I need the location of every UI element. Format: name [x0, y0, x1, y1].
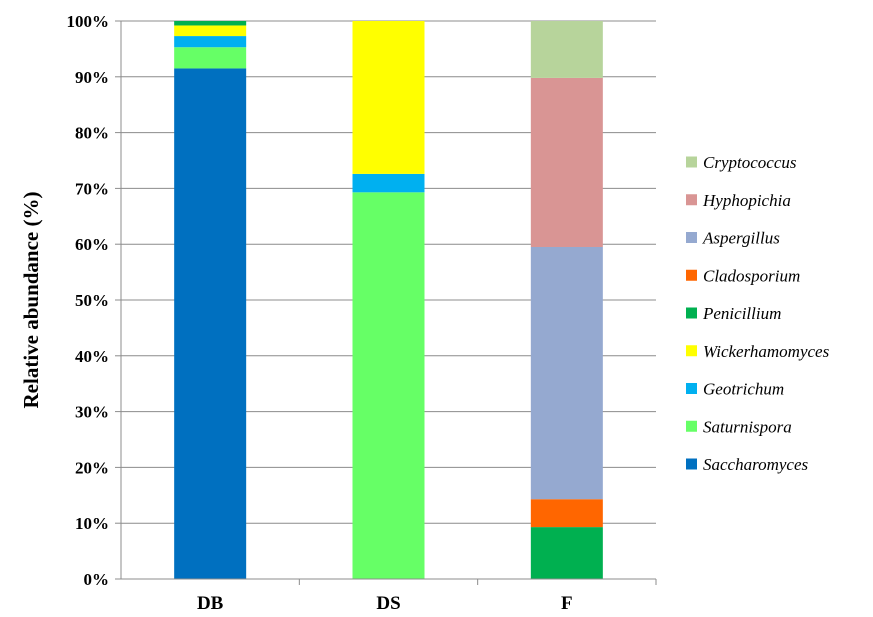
- y-tick-label: 40%: [75, 347, 109, 366]
- bar-segment-db-geotrichum: [174, 36, 247, 48]
- bar-segment-f-penicillium: [530, 527, 603, 579]
- legend-swatch: [686, 269, 697, 281]
- legend-label: Penicillium: [702, 304, 781, 323]
- legend-label: Cryptococcus: [703, 153, 797, 172]
- bar-segment-db-wickerhamomyces: [174, 25, 247, 37]
- bar-segment-ds-wickerhamomyces: [352, 21, 425, 174]
- x-category-label: DB: [197, 593, 224, 614]
- y-tick-label: 80%: [75, 124, 109, 143]
- bars: [174, 21, 603, 580]
- legend-label: Hyphopichia: [702, 191, 791, 210]
- bar-segment-ds-saturnispora: [352, 192, 425, 579]
- legend-swatch: [686, 420, 697, 432]
- legend-label: Cladosporium: [703, 266, 800, 285]
- legend: Cryptococcus Hyphopichia Aspergillus Clados…: [686, 153, 830, 474]
- axes: [120, 21, 657, 585]
- legend-swatch: [686, 383, 697, 394]
- legend-label: Saccharomyces: [703, 455, 808, 474]
- legend-swatch: [686, 232, 697, 243]
- y-tick-label: 0%: [84, 570, 110, 589]
- legend-swatch: [686, 307, 697, 319]
- x-category-label: DS: [376, 593, 400, 614]
- bar-segment-f-cladosporium: [530, 499, 603, 528]
- y-axis-title: Relative abundance (%): [19, 192, 43, 409]
- bar-segment-f-aspergillus: [530, 246, 603, 500]
- bar-segment-f-cryptococcus: [530, 21, 603, 78]
- y-tick-label: 10%: [75, 514, 109, 533]
- y-tick-label: 70%: [75, 179, 109, 198]
- bar-segment-ds-geotrichum: [352, 173, 425, 193]
- bar-segment-db-saccharomyces: [174, 68, 247, 580]
- legend-label: Saturnispora: [703, 417, 792, 436]
- x-category-labels: DB DS F: [197, 593, 573, 614]
- y-tick-label: 90%: [75, 68, 109, 87]
- legend-label: Aspergillus: [702, 229, 780, 248]
- legend-swatch: [686, 156, 697, 168]
- x-category-label: F: [561, 593, 573, 614]
- y-tick-label: 20%: [75, 458, 109, 477]
- y-tick-label: 60%: [75, 235, 109, 254]
- y-tick-label: 100%: [67, 12, 110, 31]
- legend-swatch: [686, 194, 697, 206]
- legend-swatch: [686, 345, 697, 357]
- legend-label: Geotrichum: [703, 380, 784, 399]
- y-tick-labels: 0% 10% 20% 30% 40% 50% 60% 70% 80% 90% 100%: [67, 12, 110, 589]
- bar-segment-db-penicillium: [174, 21, 247, 26]
- bar-segment-db-saturnispora: [174, 47, 247, 69]
- legend-label: Wickerhamomyces: [703, 342, 830, 361]
- y-tick-label: 30%: [75, 403, 109, 422]
- bar-segment-f-hyphopichia: [530, 77, 603, 247]
- legend-swatch: [686, 458, 697, 470]
- y-tick-label: 50%: [75, 291, 109, 310]
